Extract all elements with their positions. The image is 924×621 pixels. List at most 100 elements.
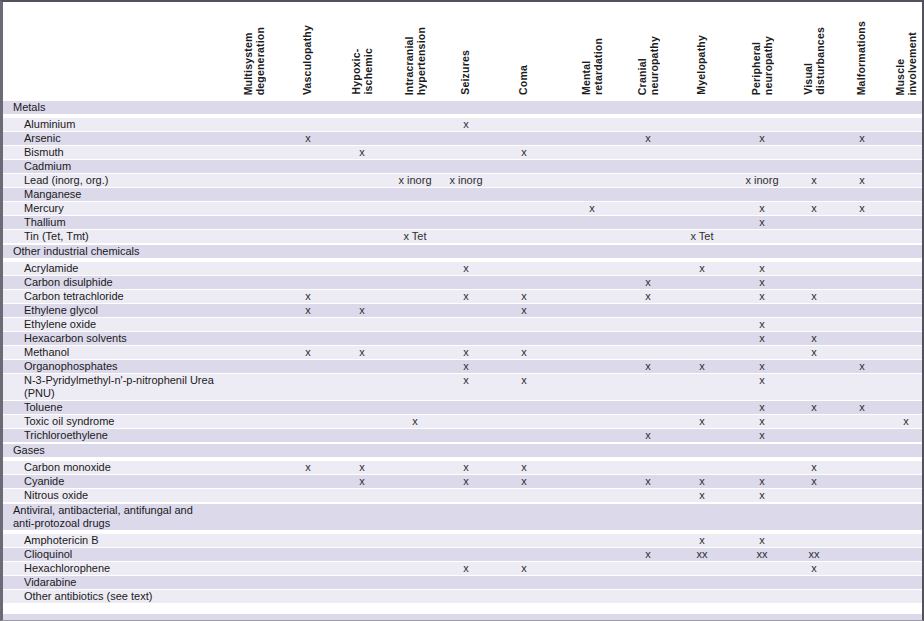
table-row: Other antibiotics (see text)	[3, 590, 922, 603]
table-row: Carbon disulphidexx	[3, 276, 922, 289]
mark-peri: x	[759, 475, 765, 488]
mark-peri: x	[759, 489, 765, 502]
section-header: Gases	[3, 444, 922, 457]
column-headers: Multisystem degeneration Vasculopathy Hypo…	[3, 2, 922, 99]
row-label: Manganese	[3, 188, 922, 201]
mark-vis: x	[811, 475, 817, 488]
table-bottom-band	[3, 614, 922, 620]
mark-myel: x	[699, 475, 705, 488]
table-row: Nitrous oxidexx	[3, 489, 922, 502]
mark-peri: x	[759, 132, 765, 145]
table-row: Mercuryx x x x	[3, 202, 922, 215]
column-header-label: Coma	[518, 65, 530, 95]
column-header-label: Seizures	[460, 50, 472, 95]
table-row: Arsenicxxxx	[3, 132, 922, 145]
mark-myel: x	[699, 415, 705, 428]
mark-coma: x	[521, 146, 527, 159]
table-row: Bismuthxx	[3, 146, 922, 159]
mark-ment: x	[589, 202, 595, 215]
column-header-label: Hypoxic- ischemic	[351, 48, 374, 95]
mark-seiz: x	[463, 360, 469, 373]
section-header: Metals	[3, 101, 922, 114]
mark-myel: x Tet	[690, 230, 713, 243]
table-row: Ethylene oxidex	[3, 318, 922, 331]
table-row: Organophosphatesxxxxx	[3, 360, 922, 373]
column-header-label: Visual disturbances	[803, 27, 826, 95]
row-label: Arsenic	[3, 132, 922, 145]
column-header-label: Mental retardation	[581, 38, 604, 95]
mark-vis: x	[811, 202, 817, 215]
row-label: Ethylene glycol	[3, 304, 922, 317]
table-row: Aluminiumx	[3, 118, 922, 131]
mark-coma: x	[521, 475, 527, 488]
table-row: Ethylene glycolxxx	[3, 304, 922, 317]
table-row: Cadmium	[3, 160, 922, 173]
row-label: Hexacarbon solvents	[3, 332, 922, 345]
mark-vis: x	[811, 346, 817, 359]
mark-seiz: x inorg	[449, 174, 482, 187]
mark-vis: x	[811, 401, 817, 414]
mark-cran: x	[645, 290, 651, 303]
row-label: Trichloroethylene	[3, 429, 922, 442]
mark-hypox: x	[359, 304, 365, 317]
mark-coma: x	[521, 346, 527, 359]
mark-myel: x	[699, 360, 705, 373]
mark-hypox: x	[359, 475, 365, 488]
mark-peri: x	[759, 360, 765, 373]
mark-peri: x	[759, 216, 765, 229]
mark-peri: x	[759, 332, 765, 345]
mark-cran: x	[645, 429, 651, 442]
row-label: Vidarabine	[3, 576, 922, 589]
row-label: Bismuth	[3, 146, 922, 159]
column-header-label: Malformations	[856, 21, 868, 95]
mark-malf: x	[859, 132, 865, 145]
mark-hypox: x	[359, 346, 365, 359]
mark-peri: x	[759, 429, 765, 442]
table-body: MetalsAluminiumxArsenicxxxxBismuthxxCadm…	[3, 101, 922, 603]
row-label: Cadmium	[3, 160, 922, 173]
column-header-label: Cranial neuropathy	[637, 36, 660, 95]
mark-coma: x	[521, 374, 527, 387]
mark-malf: x	[859, 174, 865, 187]
table-row: Carbon monoxidexxxxx	[3, 461, 922, 474]
mark-peri: x	[759, 202, 765, 215]
row-label: Ethylene oxide	[3, 318, 922, 331]
mark-myel: x	[699, 489, 705, 502]
mark-peri: x	[759, 276, 765, 289]
column-header-label: Vasculopathy	[302, 25, 314, 95]
mark-peri: x	[759, 415, 765, 428]
table-row: Thalliumx	[3, 216, 922, 229]
row-label: Mercury	[3, 202, 922, 215]
table-row: Toxic oil syndromexxxx	[3, 415, 922, 428]
mark-vasc: x	[305, 461, 311, 474]
mark-hypox: x	[359, 461, 365, 474]
table-row: Vidarabine	[3, 576, 922, 589]
mark-vis: x	[811, 174, 817, 187]
mark-vasc: x	[305, 304, 311, 317]
section-header: Other industrial chemicals	[3, 245, 922, 258]
table-row: Cyanidexxxxxxx	[3, 475, 922, 488]
mark-myel: x	[699, 534, 705, 547]
mark-vis: x	[811, 562, 817, 575]
column-header-label: Peripheral neuropathy	[751, 36, 774, 95]
mark-myel: xx	[697, 548, 708, 561]
row-label: Thallium	[3, 216, 922, 229]
mark-cran: x	[645, 475, 651, 488]
table-row: Trichloroethylenex x	[3, 429, 922, 442]
mark-cran: x	[645, 548, 651, 561]
column-header-label: Multisystem degeneration	[243, 27, 266, 95]
row-label: Tin (Tet, Tmt)	[3, 230, 922, 243]
table-row: Lead (inorg, org.)x inorgx inorgx inorgx…	[3, 174, 922, 187]
mark-malf: x	[859, 401, 865, 414]
mark-cran: x	[645, 360, 651, 373]
mark-intra: x Tet	[403, 230, 426, 243]
mark-peri: x	[759, 534, 765, 547]
mark-peri: x	[759, 290, 765, 303]
mark-vis: x	[811, 461, 817, 474]
mark-vasc: x	[305, 346, 311, 359]
mark-cran: x	[645, 276, 651, 289]
mark-coma: x	[521, 562, 527, 575]
mark-peri: x inorg	[745, 174, 778, 187]
mark-malf: x	[859, 202, 865, 215]
toxic-substances-syndromes-table: Multisystem degeneration Vasculopathy Hypo…	[0, 0, 924, 621]
